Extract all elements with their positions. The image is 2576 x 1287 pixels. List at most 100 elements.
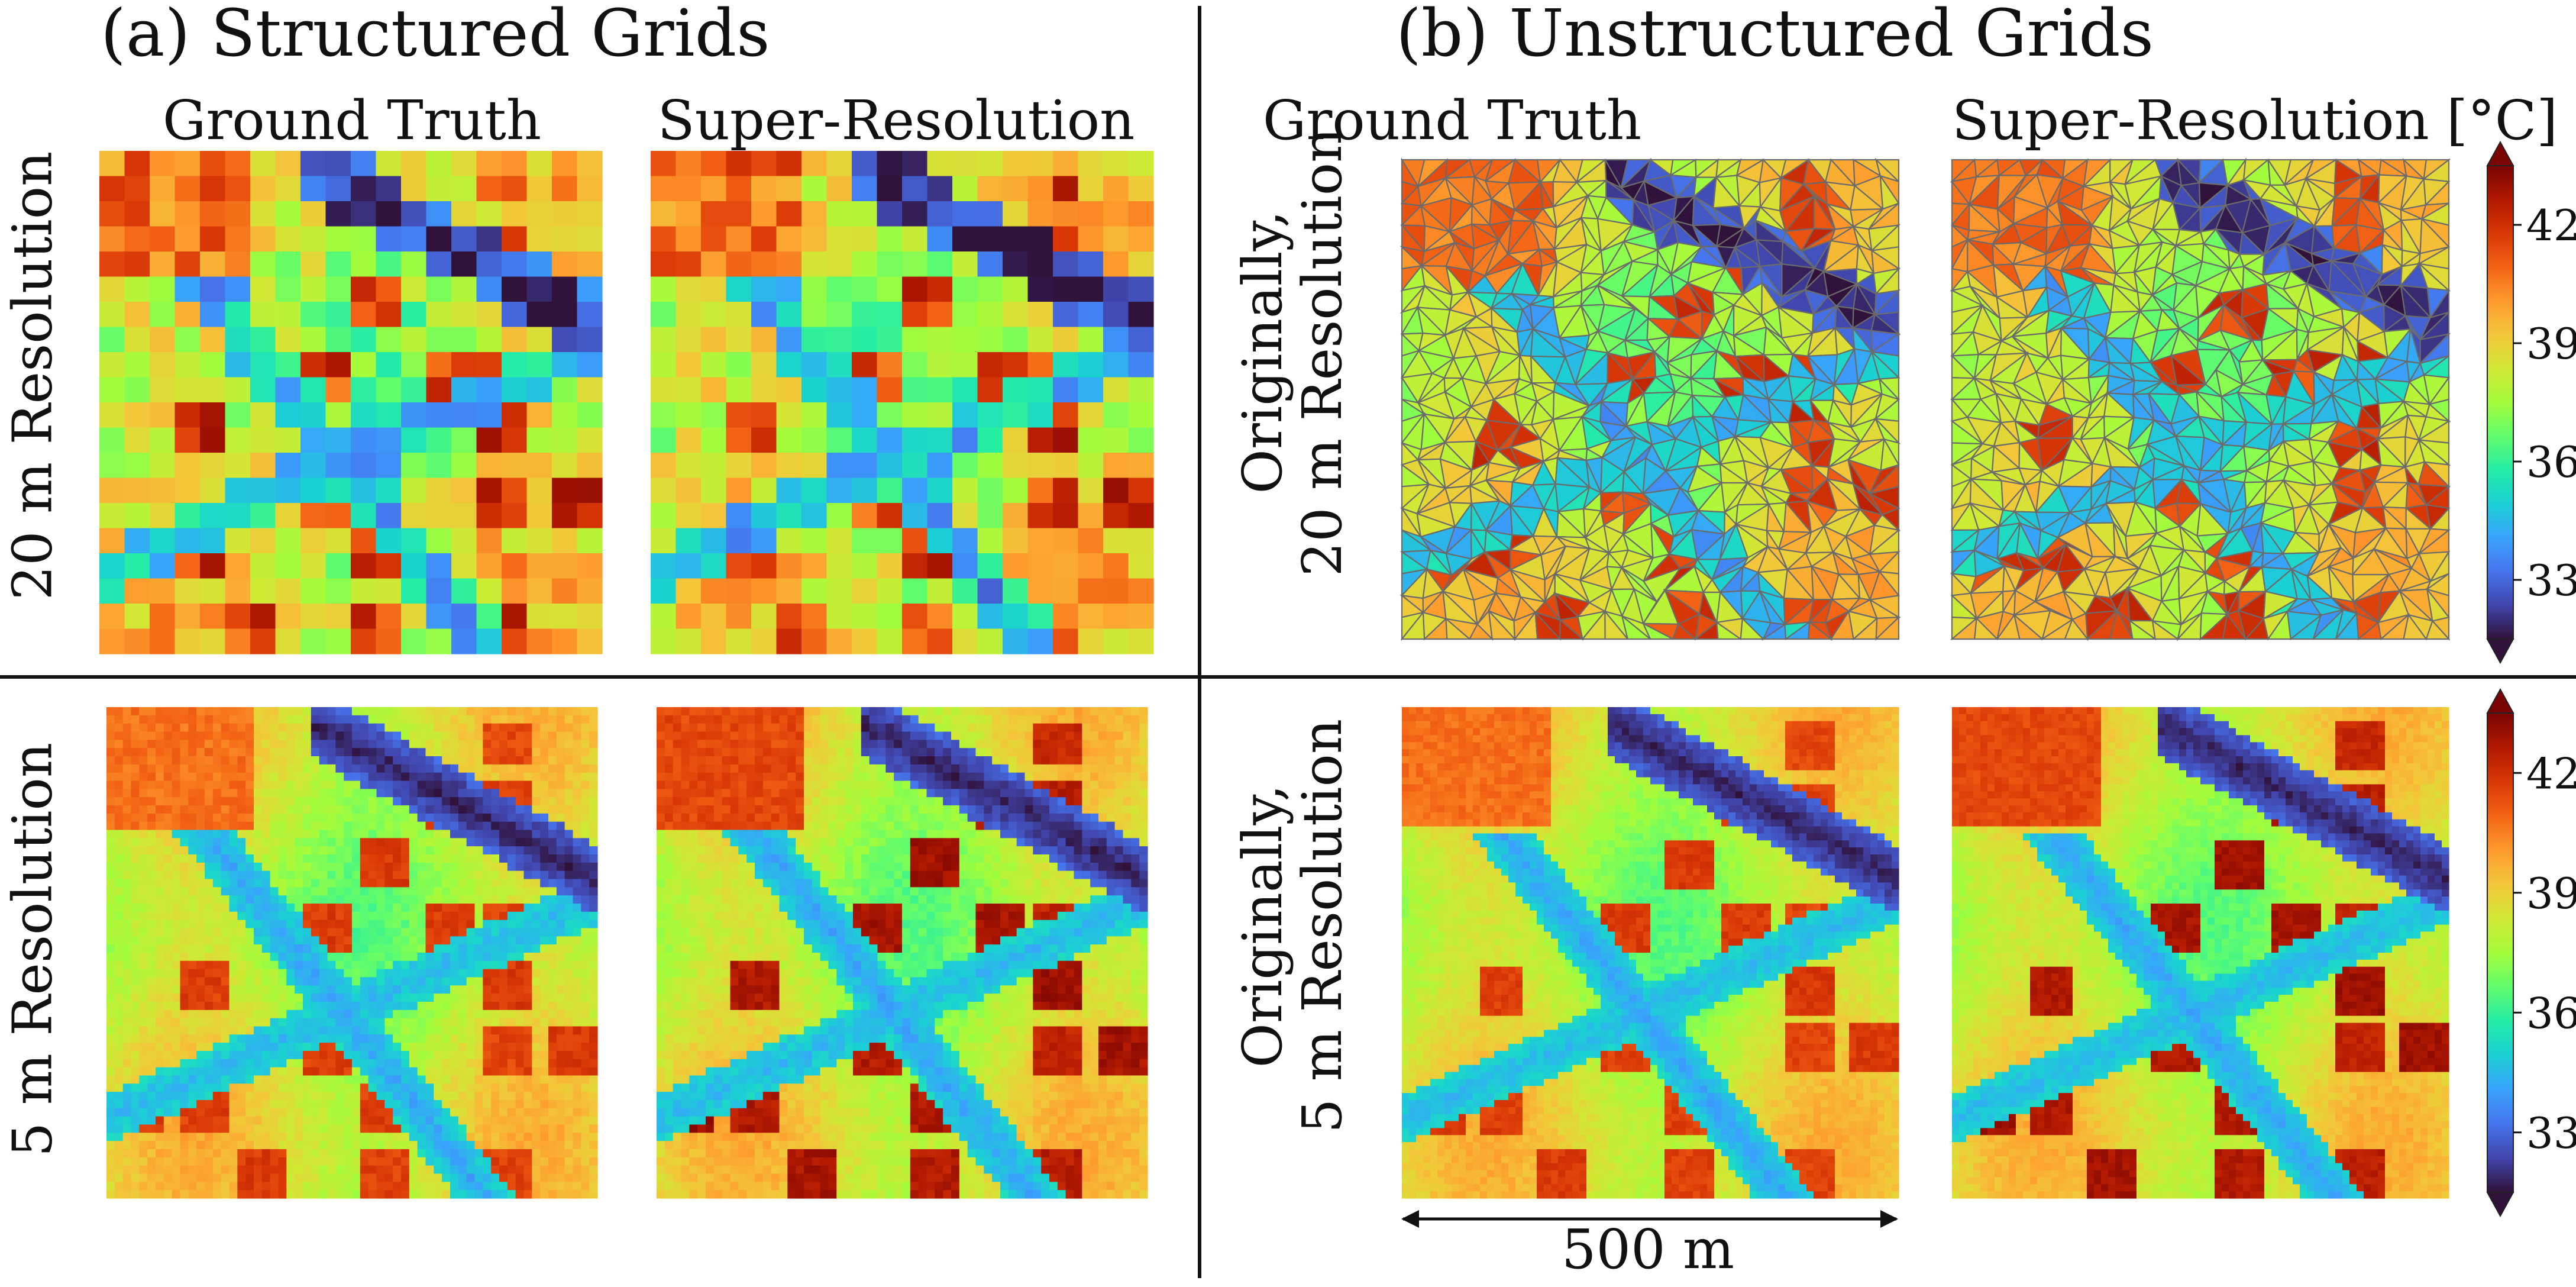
grid-cell [344,723,353,733]
grid-cell [376,1043,385,1051]
grid-cell [261,1149,271,1158]
grid-cell [245,895,254,904]
grid-cell [1049,764,1058,773]
grid-cell [409,1002,418,1011]
grid-cell [122,772,132,782]
grid-cell [442,1149,451,1158]
grid-cell [474,1083,483,1092]
grid-cell [828,764,837,773]
grid-cell [1024,731,1033,740]
grid-cell [254,879,263,888]
grid-cell [762,740,772,749]
grid-cell [751,302,777,328]
grid-cell [278,1182,287,1191]
grid-cell [124,628,150,654]
grid-cell [573,772,581,782]
grid-cell [401,176,427,202]
grid-cell [295,1173,303,1182]
grid-cell [801,578,828,604]
grid-cell [172,944,181,953]
grid-cell [188,985,197,994]
grid-cell [581,772,590,782]
grid-cell [943,756,952,765]
grid-cell [124,327,150,353]
grid-cell [450,1190,459,1199]
grid-cell [548,1173,557,1182]
grid-cell [360,953,369,962]
grid-cell [393,813,402,822]
row-label-b-20m-line2: 20 m Resolution [1291,127,1354,577]
grid-cell [401,604,427,630]
grid-cell [556,780,565,789]
grid-cell [532,1067,541,1076]
grid-cell [275,427,301,453]
grid-cell [442,1009,451,1019]
grid-cell [589,854,598,863]
grid-cell [722,707,731,716]
grid-cell [548,797,557,806]
grid-cell [295,1092,303,1101]
grid-cell [122,838,132,847]
grid-cell [927,352,953,378]
grid-cell [776,528,802,554]
grid-cell [450,1173,459,1182]
grid-cell [581,1157,590,1166]
grid-cell [270,887,279,896]
grid-cell [352,1059,361,1068]
grid-cell [417,1190,426,1199]
grid-cell [730,772,739,782]
grid-cell [311,1043,320,1051]
grid-cell [689,731,698,740]
grid-cell [384,994,393,1002]
grid-cell [335,707,344,716]
grid-cell [319,707,328,716]
grid-cell [664,764,674,773]
grid-cell [114,805,124,814]
grid-cell [458,904,467,912]
grid-cell [1131,723,1140,733]
grid-cell [499,904,508,912]
grid-cell [156,1165,164,1175]
grid-cell [278,780,287,789]
grid-cell [335,887,344,896]
grid-cell [106,707,115,716]
grid-cell [515,911,525,921]
grid-cell [1049,740,1058,749]
grid-cell [869,707,878,716]
grid-cell [286,879,295,888]
grid-cell [401,895,410,904]
grid-cell [552,478,578,504]
grid-cell [237,1034,246,1043]
grid-cell [325,453,351,479]
grid-cell [417,723,426,733]
grid-cell [491,1141,500,1150]
grid-cell [319,813,328,822]
grid-cell [99,578,125,604]
grid-cell [1139,764,1148,773]
grid-cell [552,302,578,328]
grid-cell [122,879,132,888]
grid-cell [577,478,603,504]
grid-cell [548,911,557,921]
grid-cell [552,327,578,353]
grid-cell [507,756,516,765]
grid-cell [188,953,197,962]
grid-cell [483,911,492,921]
grid-cell [992,707,1001,716]
grid-cell [573,846,581,855]
grid-cell [434,928,442,937]
map-structured-20m-ground-truth [99,151,603,654]
grid-cell [927,427,953,453]
grid-cell [196,944,205,953]
grid-cell [205,1018,214,1027]
grid-cell [384,1002,393,1011]
grid-cell [278,805,287,814]
grid-cell [401,578,427,604]
grid-cell [564,805,574,814]
grid-cell [205,1092,214,1101]
grid-cell [675,377,702,403]
grid-cell [401,813,410,822]
grid-cell [212,723,222,733]
grid-cell [156,895,164,904]
grid-cell [270,960,279,970]
